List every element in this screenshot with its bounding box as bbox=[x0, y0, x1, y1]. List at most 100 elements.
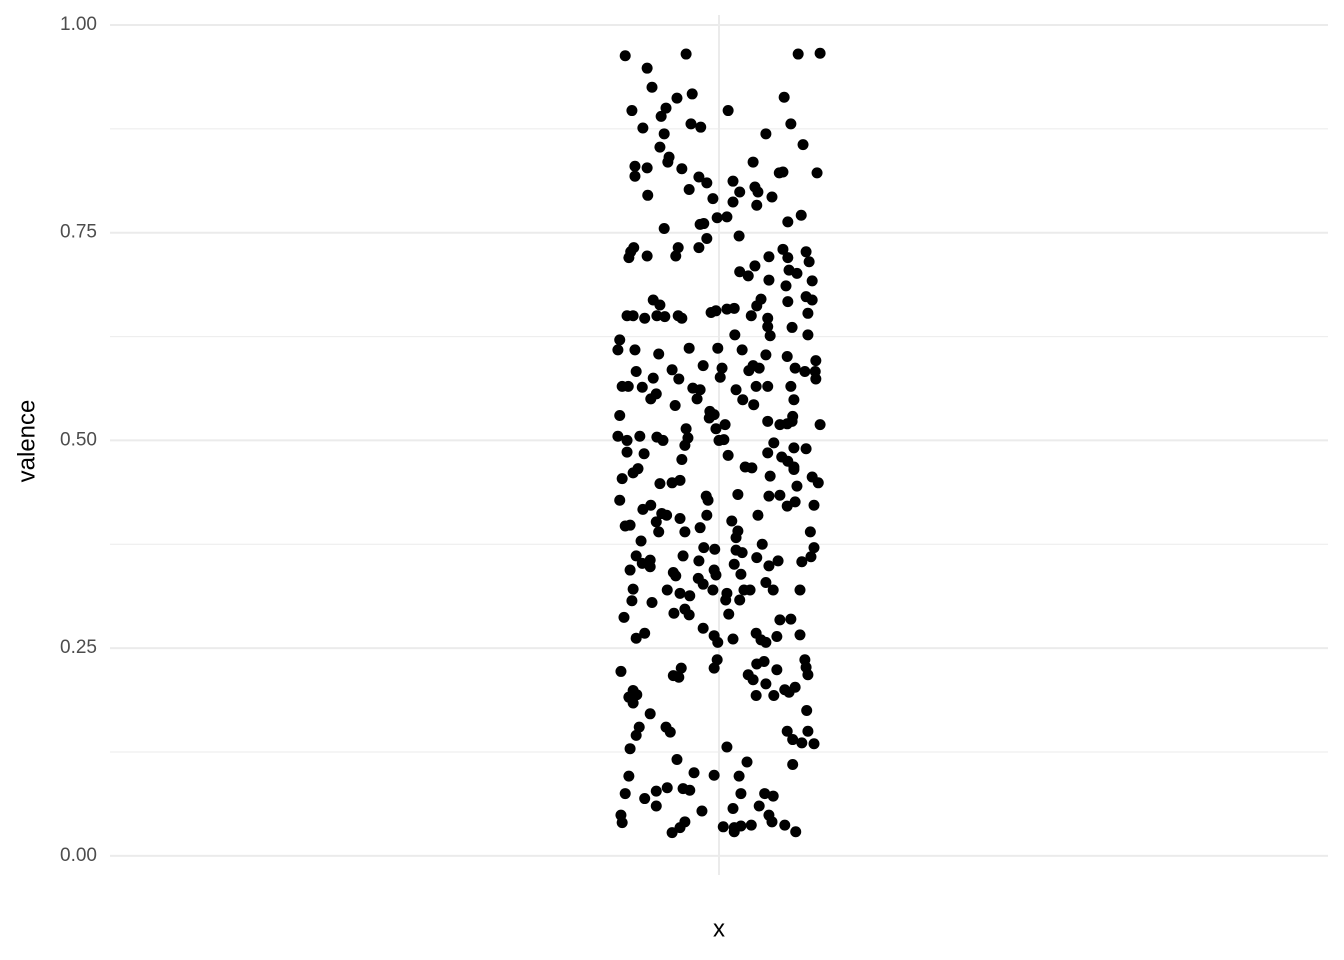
point bbox=[721, 211, 733, 223]
point bbox=[760, 636, 772, 648]
point bbox=[785, 613, 797, 625]
point bbox=[763, 490, 775, 502]
point bbox=[760, 577, 772, 589]
point bbox=[794, 629, 806, 641]
point bbox=[708, 662, 720, 674]
point bbox=[697, 622, 709, 634]
point bbox=[808, 542, 820, 554]
point bbox=[799, 365, 811, 377]
point bbox=[680, 48, 692, 60]
point bbox=[744, 584, 756, 596]
point bbox=[630, 550, 642, 562]
point bbox=[679, 439, 691, 451]
point bbox=[660, 102, 672, 114]
point bbox=[796, 556, 808, 568]
point bbox=[727, 196, 739, 208]
x-axis-title: x bbox=[713, 915, 725, 942]
point bbox=[782, 216, 794, 228]
point bbox=[644, 561, 656, 573]
point bbox=[760, 349, 772, 361]
point bbox=[801, 704, 813, 716]
point bbox=[783, 686, 795, 698]
point bbox=[641, 162, 653, 174]
point bbox=[802, 725, 814, 737]
point bbox=[781, 351, 793, 363]
point bbox=[782, 296, 794, 308]
point bbox=[636, 381, 648, 393]
point bbox=[712, 342, 724, 354]
point bbox=[646, 596, 658, 608]
point bbox=[624, 743, 636, 755]
point bbox=[658, 128, 670, 140]
point bbox=[730, 384, 742, 396]
point bbox=[764, 470, 776, 482]
point bbox=[791, 480, 803, 492]
point bbox=[661, 584, 673, 596]
point bbox=[674, 587, 686, 599]
point bbox=[751, 658, 763, 670]
point bbox=[711, 654, 723, 666]
point bbox=[788, 442, 800, 454]
point bbox=[646, 81, 658, 93]
point bbox=[802, 669, 814, 681]
point bbox=[727, 803, 739, 815]
point bbox=[716, 362, 728, 374]
point bbox=[670, 570, 682, 582]
point bbox=[629, 160, 641, 172]
point bbox=[650, 785, 662, 797]
y-tick-label: 0.50 bbox=[60, 429, 97, 450]
point bbox=[760, 128, 772, 140]
point bbox=[671, 92, 683, 104]
point bbox=[639, 627, 651, 639]
point bbox=[721, 741, 733, 753]
point bbox=[786, 321, 798, 333]
point bbox=[659, 311, 671, 323]
point bbox=[666, 477, 678, 489]
point bbox=[614, 334, 626, 346]
point bbox=[787, 758, 799, 770]
point bbox=[771, 664, 783, 676]
point bbox=[808, 499, 820, 511]
point bbox=[679, 526, 691, 538]
point bbox=[710, 423, 722, 435]
point bbox=[722, 449, 734, 461]
point bbox=[707, 584, 719, 596]
point bbox=[694, 522, 706, 534]
point bbox=[703, 412, 715, 424]
point bbox=[683, 183, 695, 195]
point bbox=[626, 105, 638, 117]
point bbox=[745, 310, 757, 322]
point bbox=[736, 344, 748, 356]
point bbox=[661, 782, 673, 794]
y-axis-title: valence bbox=[13, 400, 40, 483]
point bbox=[759, 788, 771, 800]
point bbox=[673, 373, 685, 385]
point bbox=[795, 209, 807, 221]
point bbox=[639, 793, 651, 805]
point bbox=[714, 371, 726, 383]
point bbox=[654, 141, 666, 153]
point bbox=[814, 419, 826, 431]
point bbox=[685, 118, 697, 130]
point bbox=[800, 443, 812, 455]
point bbox=[811, 167, 823, 179]
point bbox=[767, 790, 779, 802]
point bbox=[655, 110, 667, 122]
point bbox=[722, 105, 734, 117]
point bbox=[619, 50, 631, 62]
point bbox=[806, 294, 818, 306]
point bbox=[766, 191, 778, 203]
point bbox=[762, 380, 774, 392]
point bbox=[717, 821, 729, 833]
point bbox=[719, 419, 731, 431]
point bbox=[651, 310, 663, 322]
point bbox=[733, 770, 745, 782]
point bbox=[619, 788, 631, 800]
point bbox=[763, 251, 775, 263]
point bbox=[627, 310, 639, 322]
point bbox=[653, 348, 665, 360]
point bbox=[621, 446, 633, 458]
point bbox=[792, 48, 804, 60]
point bbox=[707, 193, 719, 205]
point bbox=[808, 738, 820, 750]
